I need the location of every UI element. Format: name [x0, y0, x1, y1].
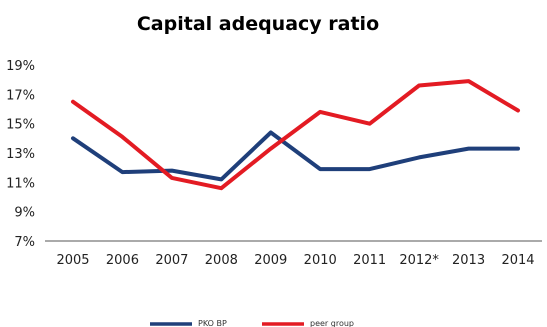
y-tick-label: 15% [6, 118, 35, 133]
x-tick-label: 2012* [399, 253, 439, 268]
x-tick-label: 2010 [304, 253, 337, 268]
y-tick-label: 9% [14, 206, 35, 221]
y-tick-label: 7% [14, 235, 35, 250]
x-axis: 2005 2006 2007 2008 2009 2010 2011 2012* 2013 201… [56, 253, 534, 268]
x-tick-label: 2014 [501, 253, 534, 268]
x-tick-label: 2005 [56, 253, 89, 268]
chart-title: Capital adequacy ratio [137, 13, 379, 35]
x-tick-label: 2006 [106, 253, 139, 268]
y-tick-label: 19% [6, 59, 35, 74]
y-tick-label: 17% [6, 88, 35, 103]
x-tick-label: 2007 [155, 253, 188, 268]
y-tick-label: 13% [6, 147, 35, 162]
legend-label: PKO BP [198, 319, 227, 327]
y-tick-label: 11% [6, 176, 35, 191]
series-line-1 [71, 130, 520, 182]
x-tick-label: 2011 [353, 253, 386, 268]
series-line-2 [71, 79, 520, 191]
legend: PKO BP peer group [150, 319, 354, 327]
x-tick-label: 2013 [452, 253, 485, 268]
x-tick-label: 2009 [254, 253, 287, 268]
legend-label: peer group [310, 319, 354, 327]
y-axis: 19% 17% 15% 13% 11% 9% 7% [6, 59, 35, 250]
x-tick-label: 2008 [205, 253, 238, 268]
series-lines [71, 79, 520, 191]
